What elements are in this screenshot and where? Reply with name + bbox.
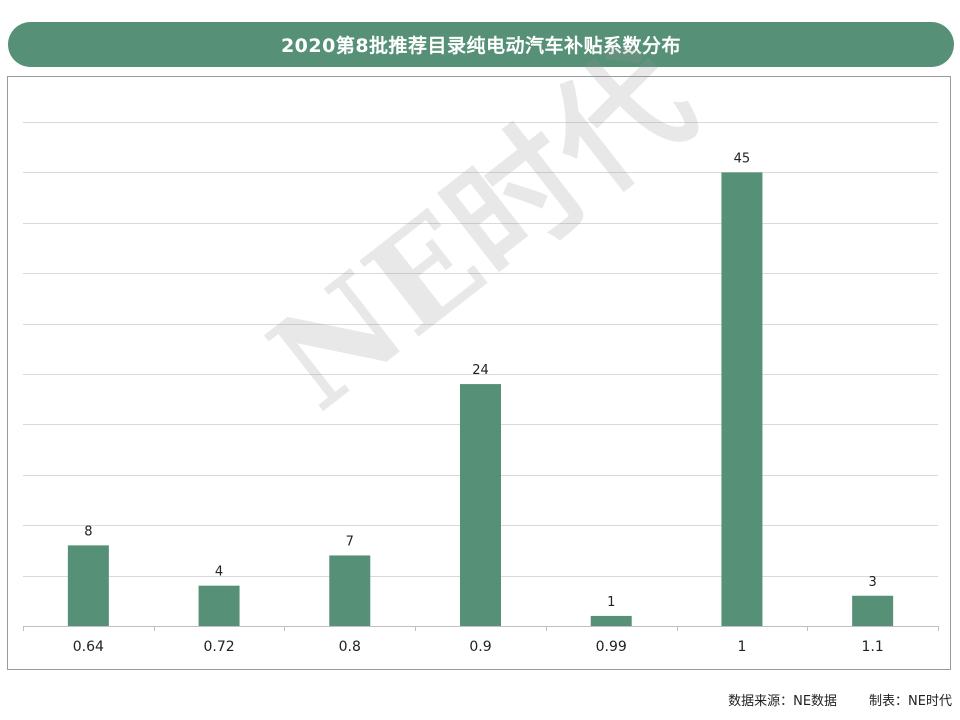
bar bbox=[329, 555, 371, 626]
data-label: 1 bbox=[607, 595, 615, 610]
chart-maker-note: 制表：NE时代 bbox=[869, 694, 952, 709]
data-label: 4 bbox=[215, 565, 223, 580]
data-label: 24 bbox=[472, 363, 489, 378]
data-label: 7 bbox=[346, 534, 354, 549]
bar bbox=[198, 585, 240, 626]
data-label: 8 bbox=[84, 524, 92, 539]
bar bbox=[721, 172, 763, 626]
x-tick-label: 0.72 bbox=[203, 639, 234, 655]
chart-title-bar: 2020第8批推荐目录纯电动汽车补贴系数分布 bbox=[8, 22, 954, 67]
x-tick-label: 0.64 bbox=[73, 639, 104, 655]
bar bbox=[67, 545, 109, 626]
chart-frame: 8 0.64 4 0.72 7 0.8 24 0.9 1 0.99 45 1 3 1.1 bbox=[7, 76, 951, 670]
data-label: 3 bbox=[869, 575, 877, 590]
bar-chart: 8 0.64 4 0.72 7 0.8 24 0.9 1 0.99 45 1 3 1.1 bbox=[23, 122, 939, 655]
x-tick-label: 0.9 bbox=[469, 639, 491, 655]
bar bbox=[590, 615, 632, 626]
data-source-note: 数据来源：NE数据 bbox=[728, 694, 838, 709]
chart-title: 2020第8批推荐目录纯电动汽车补贴系数分布 bbox=[280, 35, 682, 57]
bar bbox=[852, 595, 894, 626]
data-label: 45 bbox=[734, 151, 751, 166]
bar bbox=[460, 384, 501, 626]
footer: 数据来源：NE数据 制表：NE时代 bbox=[728, 690, 952, 709]
x-tick-label: 1.1 bbox=[862, 639, 884, 655]
x-tick-label: 0.8 bbox=[339, 639, 361, 655]
x-tick-label: 1 bbox=[737, 639, 746, 655]
x-tick-label: 0.99 bbox=[596, 639, 627, 655]
